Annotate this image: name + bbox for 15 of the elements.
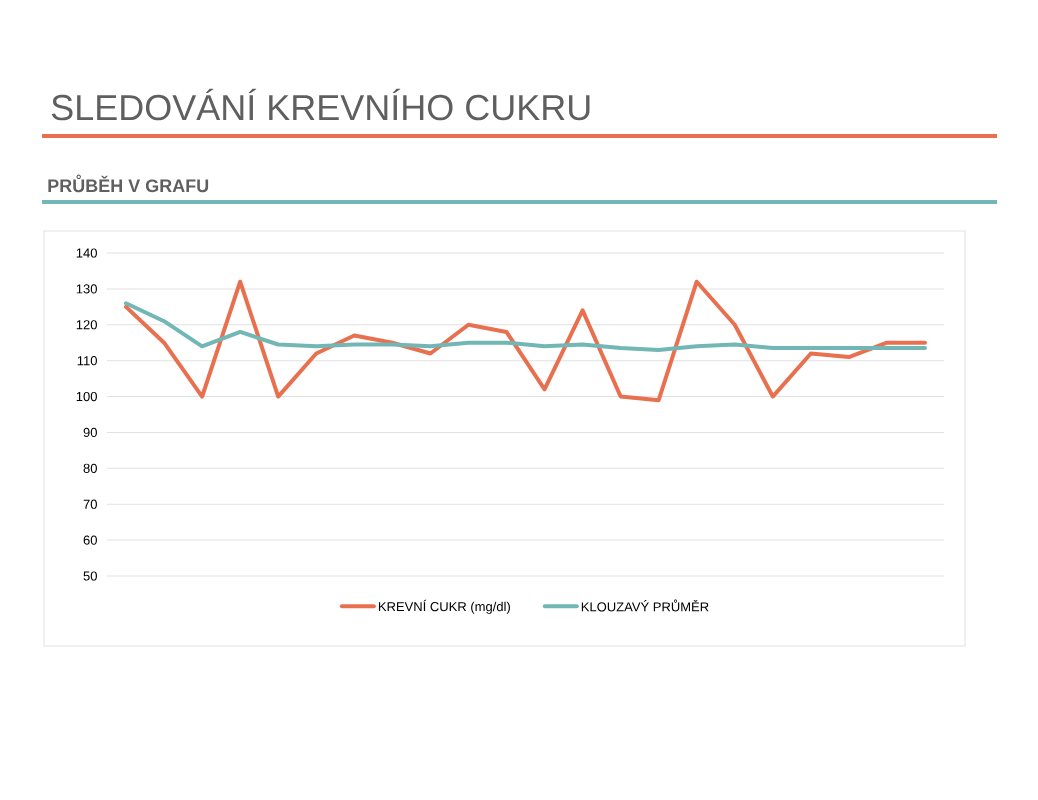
- chart-subtitle: PRŮBĚH V GRAFU: [48, 174, 209, 193]
- chart-title: SLEDOVÁNÍ KREVNÍHO CUKRU: [51, 88, 590, 121]
- y-tick-label: 130: [76, 284, 97, 294]
- y-tick-label: 100: [76, 391, 97, 402]
- legend-label: KREVNÍ CUKR (mg/dl): [378, 599, 510, 614]
- y-tick-label: 70: [83, 499, 97, 509]
- y-tick-label: 50: [83, 571, 97, 581]
- y-tick-label: 120: [76, 320, 97, 330]
- y-tick-label: 60: [83, 535, 97, 545]
- y-tick-label: 90: [83, 427, 97, 438]
- legend-label: KLOUZAVÝ PRŮMĚR: [581, 599, 709, 612]
- y-tick-label: 110: [77, 356, 97, 366]
- y-tick-label: 140: [76, 248, 97, 258]
- y-tick-label: 80: [83, 463, 97, 473]
- line-series: [124, 279, 927, 403]
